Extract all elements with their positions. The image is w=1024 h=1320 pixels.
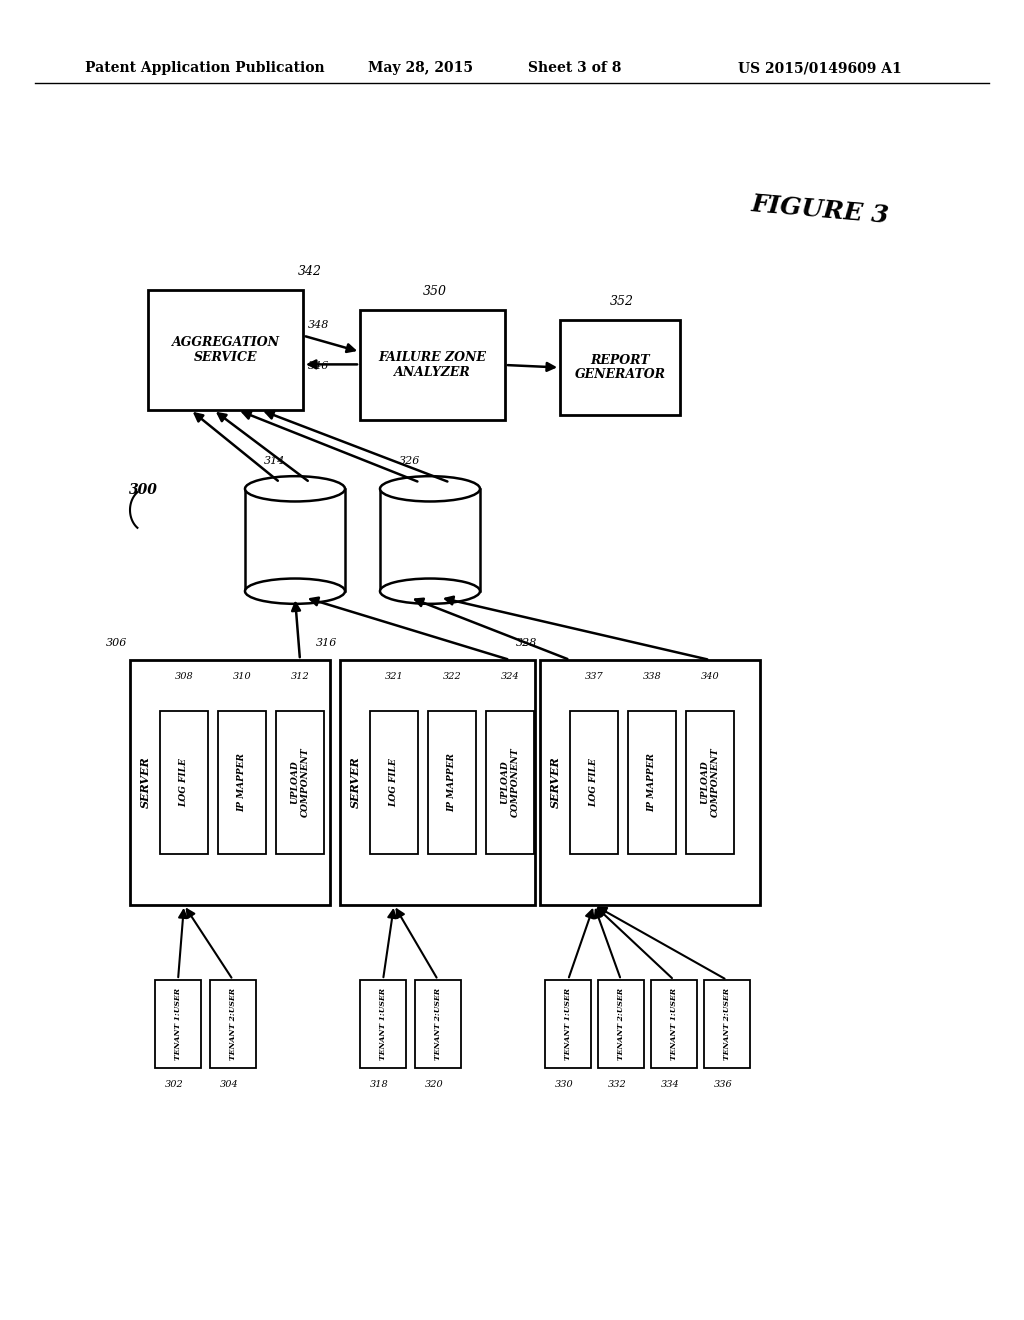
Text: 334: 334 (660, 1080, 679, 1089)
Text: 330: 330 (555, 1080, 573, 1089)
Text: TENANT 2:USER: TENANT 2:USER (617, 987, 625, 1060)
Ellipse shape (380, 477, 480, 502)
Text: IP MAPPER: IP MAPPER (647, 752, 656, 812)
Text: FAILURE ZONE
ANALYZER: FAILURE ZONE ANALYZER (379, 351, 486, 379)
Bar (415, 979, 461, 1068)
Text: Sheet 3 of 8: Sheet 3 of 8 (528, 61, 622, 75)
Text: 326: 326 (399, 457, 421, 466)
Bar (486, 711, 534, 854)
Text: TENANT 1:USER: TENANT 1:USER (174, 987, 182, 1060)
Text: IP MAPPER: IP MAPPER (447, 752, 457, 812)
Text: TENANT 1:USER: TENANT 1:USER (564, 987, 572, 1060)
Text: 316: 316 (315, 638, 337, 648)
Bar (370, 711, 418, 854)
Bar (160, 711, 208, 854)
Ellipse shape (245, 477, 345, 502)
Text: REPORT
GENERATOR: REPORT GENERATOR (574, 354, 666, 381)
Text: TENANT 1:USER: TENANT 1:USER (670, 987, 678, 1060)
Text: 308: 308 (175, 672, 194, 681)
Bar (148, 290, 303, 411)
Text: 348: 348 (308, 319, 330, 330)
Text: UPLOAD
COMPONENT: UPLOAD COMPONENT (501, 747, 520, 817)
Text: TENANT 2:USER: TENANT 2:USER (434, 987, 442, 1060)
Bar (598, 979, 644, 1068)
Text: SERVER: SERVER (550, 756, 560, 808)
Text: 342: 342 (298, 265, 322, 279)
Bar (428, 711, 476, 854)
Text: 306: 306 (105, 638, 127, 648)
Ellipse shape (245, 578, 345, 603)
Bar (651, 979, 697, 1068)
Text: LOG FILE: LOG FILE (179, 758, 188, 807)
Text: 352: 352 (610, 294, 634, 308)
Text: SERVER: SERVER (349, 756, 360, 808)
Text: 322: 322 (442, 672, 462, 681)
Text: 328: 328 (516, 638, 537, 648)
Text: 318: 318 (370, 1080, 388, 1089)
Text: 321: 321 (385, 672, 403, 681)
Text: May 28, 2015: May 28, 2015 (368, 61, 472, 75)
Text: 324: 324 (501, 672, 519, 681)
Bar (360, 310, 505, 420)
Bar (540, 660, 760, 906)
Text: 300: 300 (129, 483, 158, 498)
Text: 346: 346 (308, 362, 330, 371)
Bar (360, 979, 406, 1068)
Bar (155, 979, 201, 1068)
Text: 310: 310 (232, 672, 251, 681)
Text: US 2015/0149609 A1: US 2015/0149609 A1 (738, 61, 902, 75)
Bar (276, 711, 324, 854)
Text: 304: 304 (219, 1080, 239, 1089)
Text: SERVER: SERVER (139, 756, 151, 808)
Text: TENANT 2:USER: TENANT 2:USER (229, 987, 237, 1060)
Text: LOG FILE: LOG FILE (389, 758, 398, 807)
Ellipse shape (380, 578, 480, 603)
Text: 302: 302 (165, 1080, 183, 1089)
Text: 336: 336 (714, 1080, 732, 1089)
Text: AGGREGATION
SERVICE: AGGREGATION SERVICE (171, 337, 280, 364)
Bar (218, 711, 266, 854)
Text: LOG FILE: LOG FILE (590, 758, 598, 807)
Text: IP MAPPER: IP MAPPER (238, 752, 247, 812)
Bar (340, 660, 535, 906)
Text: FIGURE 3: FIGURE 3 (750, 191, 890, 228)
Text: 320: 320 (425, 1080, 443, 1089)
Bar (130, 660, 330, 906)
Bar (570, 711, 618, 854)
Text: UPLOAD
COMPONENT: UPLOAD COMPONENT (290, 747, 309, 817)
Bar (686, 711, 734, 854)
Text: 350: 350 (423, 285, 446, 298)
Text: 332: 332 (607, 1080, 627, 1089)
Text: 337: 337 (585, 672, 603, 681)
Text: Patent Application Publication: Patent Application Publication (85, 61, 325, 75)
Text: TENANT 1:USER: TENANT 1:USER (379, 987, 387, 1060)
Bar (560, 319, 680, 414)
Text: 314: 314 (264, 457, 286, 466)
Text: UPLOAD
COMPONENT: UPLOAD COMPONENT (700, 747, 720, 817)
Bar (628, 711, 676, 854)
Text: 338: 338 (643, 672, 662, 681)
Bar (705, 979, 750, 1068)
Text: TENANT 2:USER: TENANT 2:USER (723, 987, 731, 1060)
Text: 312: 312 (291, 672, 309, 681)
Bar (210, 979, 256, 1068)
Text: 340: 340 (700, 672, 720, 681)
Bar (545, 979, 591, 1068)
